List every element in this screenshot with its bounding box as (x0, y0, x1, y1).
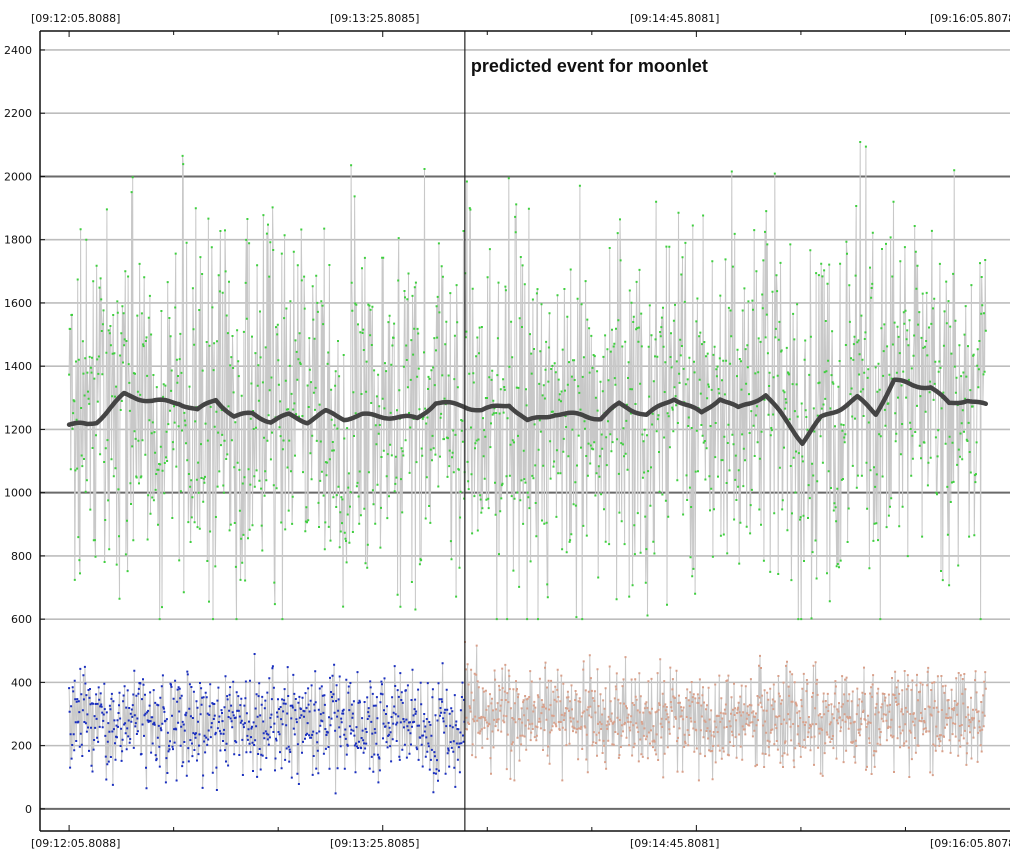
event-annotation: predicted event for moonlet (471, 56, 708, 76)
y-tick-label: 1400 (4, 360, 32, 373)
x-time-label-top: [09:12:05.8088] (31, 12, 120, 25)
y-tick-label: 400 (11, 676, 32, 689)
x-time-label-top: [09:14:45.8081] (630, 12, 719, 25)
x-time-label-bottom: [09:12:05.8088] (31, 837, 120, 850)
salmon-series-points (464, 641, 987, 782)
points-layer (68, 141, 987, 795)
y-tick-label: 1000 (4, 487, 32, 500)
y-tick-label: 1600 (4, 297, 32, 310)
y-tick-label: 800 (11, 550, 32, 563)
y-tick-label: 1800 (4, 234, 32, 247)
y-tick-label: 2200 (4, 107, 32, 120)
x-time-label-top: [09:13:25.8085] (330, 12, 419, 25)
running-mean-line (66, 377, 989, 447)
frame-layer (39, 30, 1010, 832)
y-tick-label: 600 (11, 613, 32, 626)
x-time-label-bottom: [09:16:05.8078 (930, 837, 1010, 850)
y-tick-label: 1200 (4, 423, 32, 436)
y-tick-label: 0 (25, 803, 32, 816)
label-layer: 0 200 400 600 800 1000 1200 1400 1600 1800 2000 220… (4, 12, 1010, 850)
y-tick-label: 200 (11, 740, 32, 753)
x-time-label-bottom: [09:14:45.8081] (630, 837, 719, 850)
y-tick-label: 2400 (4, 44, 32, 57)
x-time-label-bottom: [09:13:25.8085] (330, 837, 419, 850)
smooth-layer (66, 377, 989, 447)
y-tick-label: 2000 (4, 170, 32, 183)
x-time-label-top: [09:16:05.8078 (930, 12, 1010, 25)
